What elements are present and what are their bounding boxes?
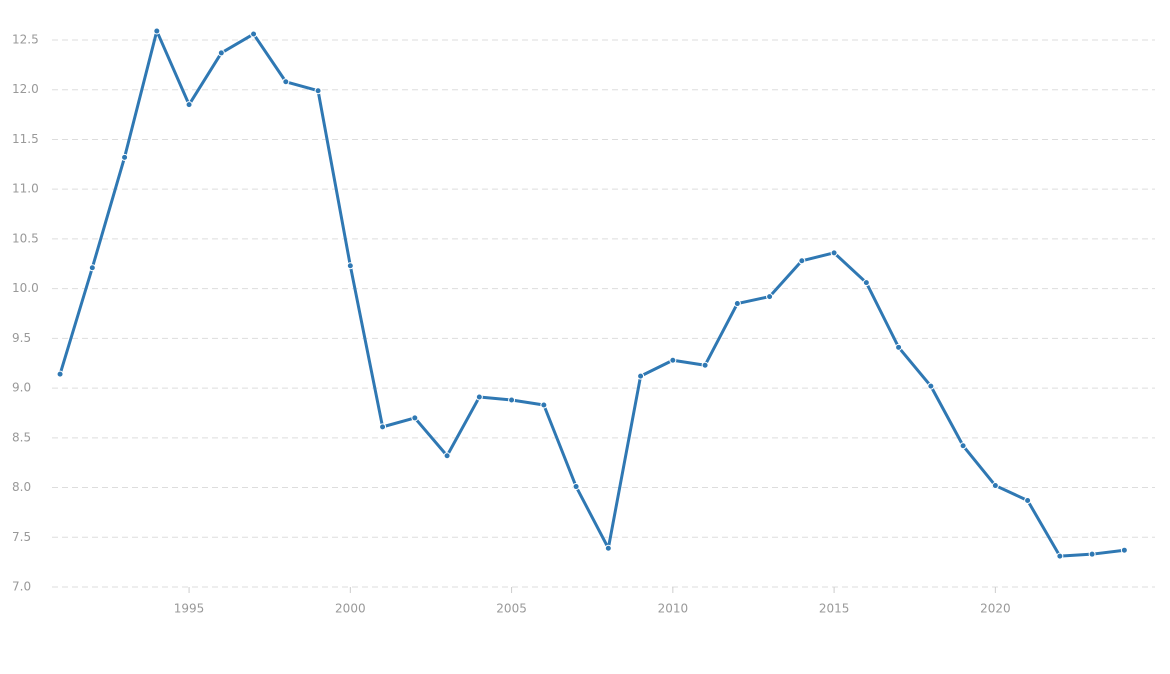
point bbox=[572, 483, 580, 491]
point bbox=[56, 370, 64, 378]
point bbox=[185, 101, 193, 109]
point bbox=[217, 49, 225, 57]
x-tick-label: 2015 bbox=[819, 602, 850, 616]
point bbox=[540, 401, 548, 409]
point bbox=[314, 87, 322, 95]
y-tick-label: 11.0 bbox=[12, 182, 39, 196]
y-tick-label: 9.0 bbox=[12, 381, 31, 395]
point bbox=[250, 30, 258, 38]
point bbox=[637, 372, 645, 380]
y-tick-label: 12.5 bbox=[12, 33, 39, 47]
point bbox=[862, 279, 870, 287]
point bbox=[475, 393, 483, 401]
point bbox=[1120, 546, 1128, 554]
point bbox=[991, 482, 999, 490]
point bbox=[379, 423, 387, 431]
y-tick-label: 7.0 bbox=[12, 580, 31, 594]
line bbox=[58, 29, 1125, 558]
y-tick-label: 10.5 bbox=[12, 231, 39, 245]
x-tick-label: 2020 bbox=[980, 602, 1011, 616]
x-tick-label: 2000 bbox=[335, 602, 366, 616]
point bbox=[121, 153, 129, 161]
point bbox=[733, 300, 741, 308]
point bbox=[153, 27, 161, 35]
point bbox=[927, 382, 935, 390]
y-tick-label: 7.5 bbox=[12, 530, 31, 544]
point bbox=[411, 414, 419, 422]
point bbox=[830, 249, 838, 257]
point bbox=[1088, 550, 1096, 558]
point bbox=[282, 78, 290, 86]
y-tick-label: 8.0 bbox=[12, 480, 31, 494]
y-tick-label: 12.0 bbox=[12, 82, 39, 96]
point bbox=[766, 293, 774, 301]
point bbox=[895, 343, 903, 351]
point bbox=[1056, 552, 1064, 560]
y-tick-label: 9.5 bbox=[12, 331, 31, 345]
y-tick-label: 11.5 bbox=[12, 132, 39, 146]
y-tick-label: 10.0 bbox=[12, 281, 39, 295]
x-tick-label: 1995 bbox=[174, 602, 205, 616]
point bbox=[88, 264, 96, 272]
x-tick-label: 2010 bbox=[658, 602, 689, 616]
y-tick-label: 8.5 bbox=[12, 430, 31, 444]
x-tick-label: 2005 bbox=[496, 602, 527, 616]
point bbox=[798, 257, 806, 265]
point bbox=[669, 356, 677, 364]
point bbox=[959, 442, 967, 450]
point bbox=[443, 452, 451, 460]
point bbox=[508, 396, 516, 404]
point bbox=[701, 361, 709, 369]
point bbox=[1024, 496, 1032, 504]
point bbox=[604, 544, 612, 552]
point bbox=[346, 262, 354, 270]
